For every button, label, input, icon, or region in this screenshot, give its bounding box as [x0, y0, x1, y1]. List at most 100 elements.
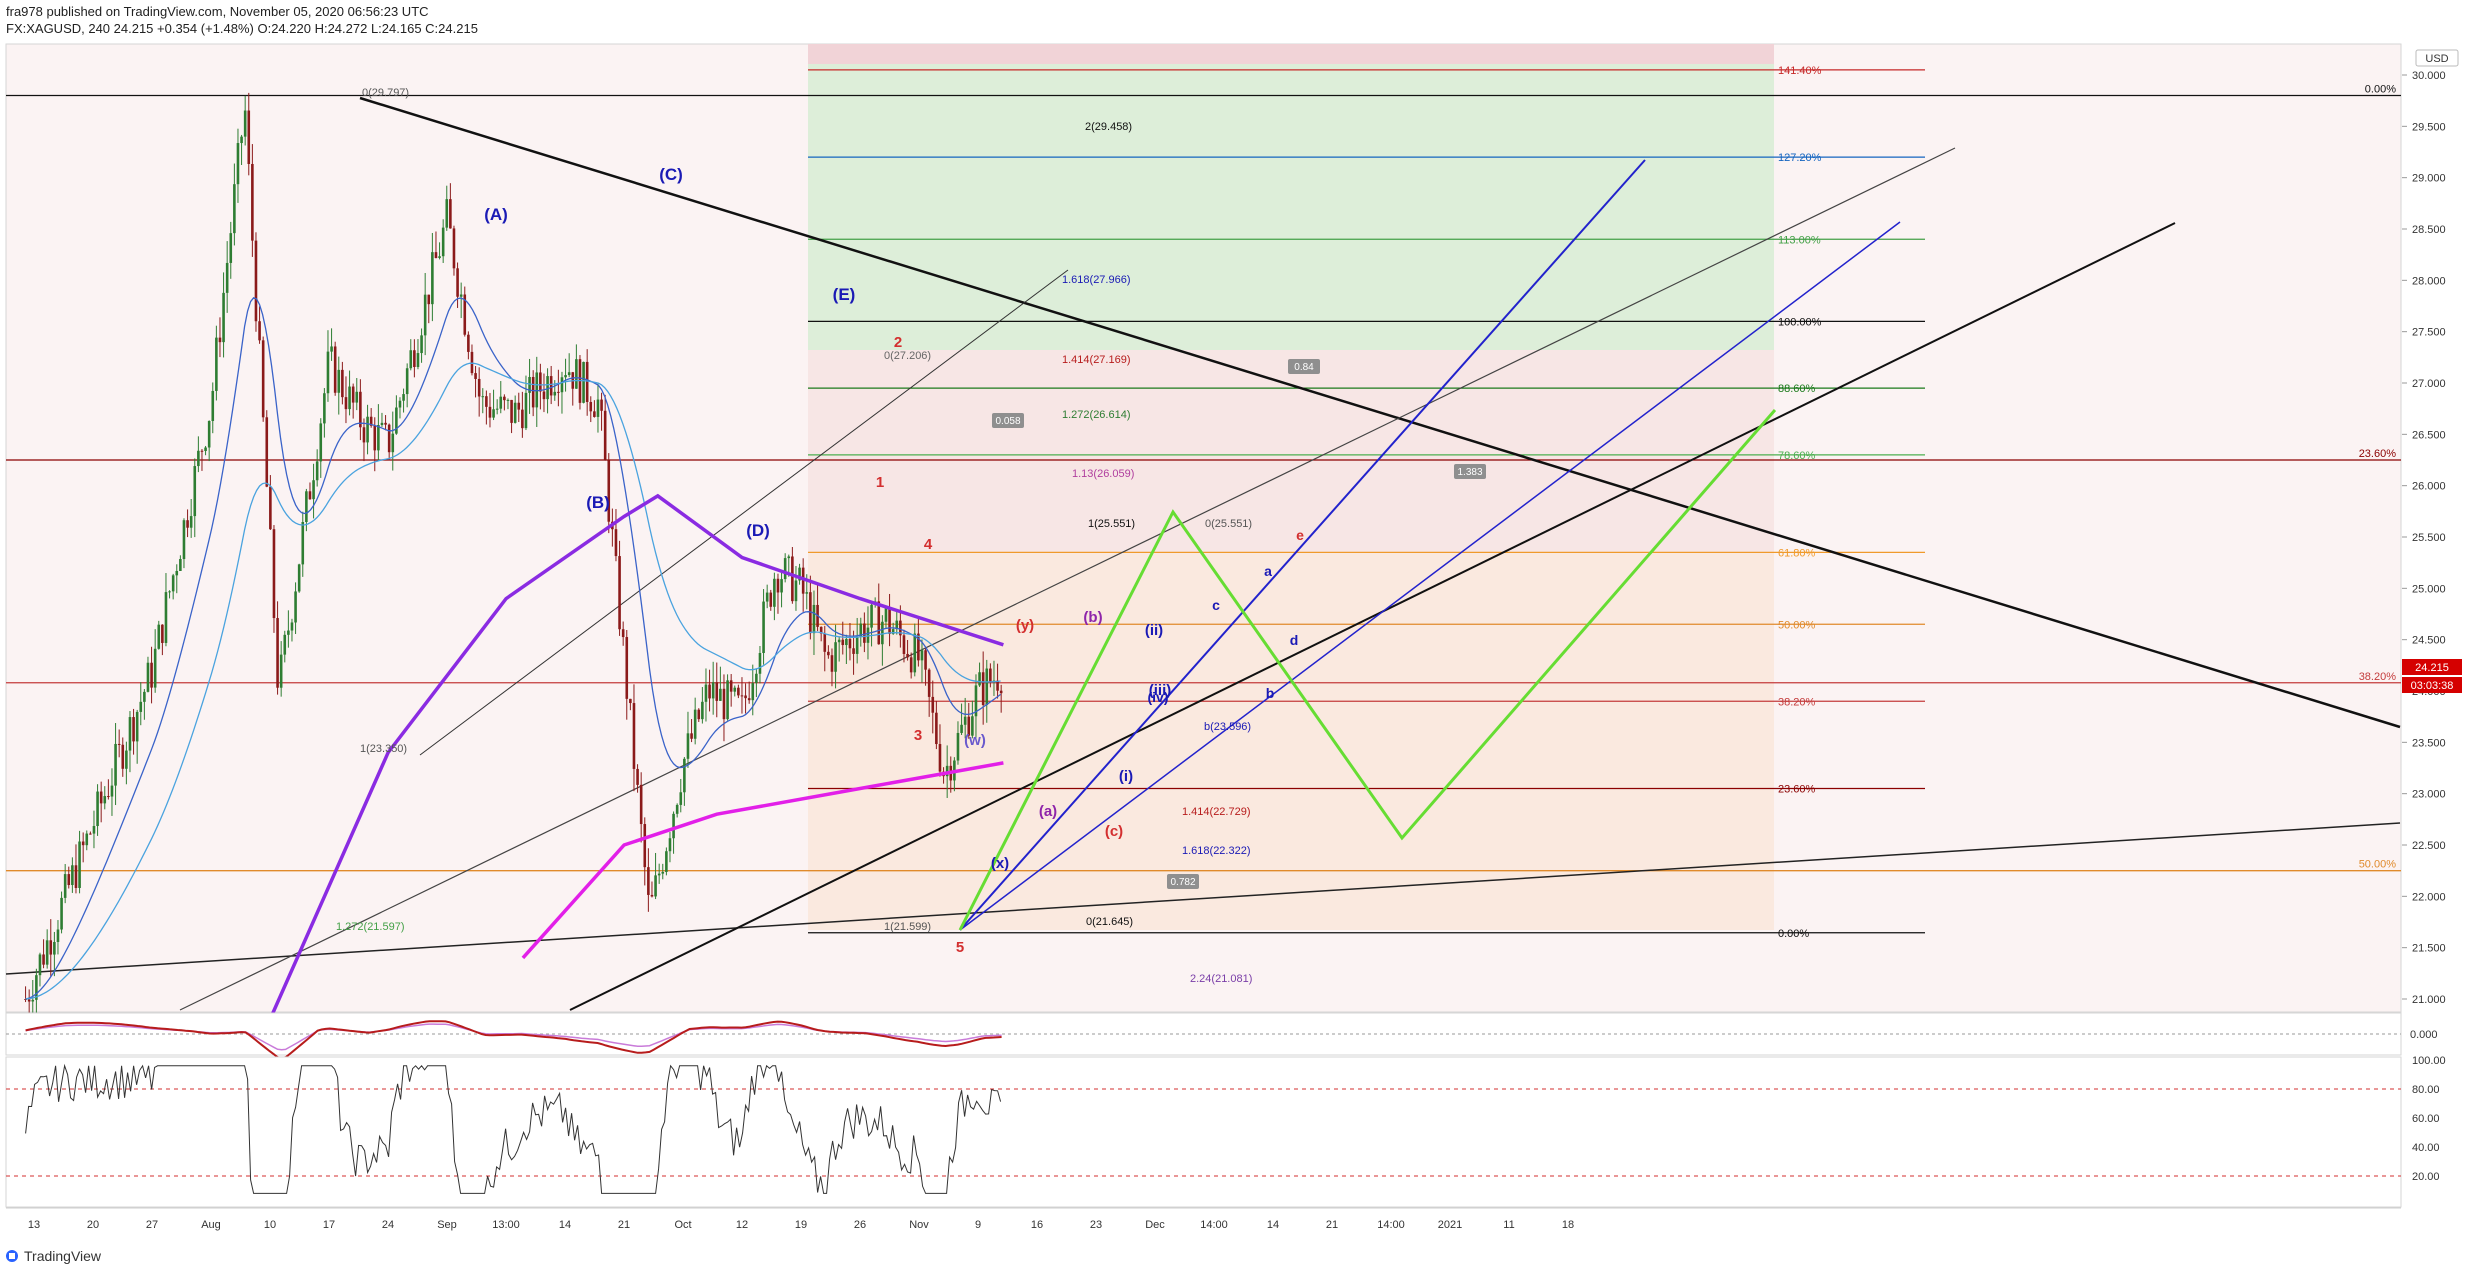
candle-body — [971, 716, 974, 736]
extension-labels: 0(29.797) 1(23.350) 2(29.458) 1.618(27.966)… — [336, 87, 1486, 985]
uptrend-line-black[interactable] — [569, 222, 2176, 1011]
extension-label: 1.272(26.614) — [1062, 409, 1131, 421]
measure-badge-label: 0.782 — [1170, 877, 1195, 888]
candle-body — [341, 369, 344, 398]
rsi-tick-label: 80.00 — [2412, 1084, 2440, 1096]
oscillator-zero-tick: 0.000 — [2410, 1029, 2438, 1041]
blue-channel-lower[interactable] — [959, 221, 1901, 931]
candle-body — [143, 691, 146, 702]
candle-body — [719, 688, 722, 701]
candle-body — [546, 376, 549, 400]
fib-level-label: 78.60% — [1778, 450, 1816, 462]
candle-body — [434, 252, 438, 258]
candle-body — [153, 648, 157, 688]
time-tick-label: 23 — [1090, 1219, 1102, 1231]
measure-badge-label: 1.383 — [1457, 467, 1482, 478]
fib-level-label: 23.60% — [2359, 448, 2397, 460]
abcd-pattern[interactable] — [958, 409, 1777, 931]
wave-label: b — [1266, 685, 1275, 701]
candle-body — [625, 637, 629, 699]
candle-body — [935, 712, 938, 745]
price-tick-label: 30.000 — [2412, 70, 2446, 82]
candle-body — [517, 402, 521, 410]
last-price-badge — [2402, 659, 2462, 675]
bar-countdown: 03:03:38 — [2411, 680, 2454, 692]
wave-label: e — [1296, 527, 1304, 543]
oscillator-pane[interactable] — [5, 1012, 2402, 1056]
candle-body — [323, 393, 326, 424]
candle-body — [812, 604, 816, 634]
candle-body — [758, 653, 762, 674]
extension-label: 0(21.645) — [1086, 916, 1133, 928]
extension-label: 1(23.350) — [360, 743, 407, 755]
candle-body — [697, 709, 701, 720]
wave-labels: (A) (B) (C) (D) (E) 1 2 3 4 5 (w) (x) (y) (a) (b) (c) (i… — [484, 165, 1304, 956]
price-tick-label: 26.000 — [2412, 481, 2446, 493]
candle-body — [744, 695, 747, 699]
candle-body — [387, 424, 391, 453]
candle-body — [348, 386, 351, 410]
fib-level-label: 23.60% — [1778, 784, 1816, 796]
extension-label: 1(21.599) — [884, 921, 931, 933]
candle-body — [521, 409, 524, 429]
extension-label: 1.414(27.169) — [1062, 354, 1131, 366]
candle-body — [866, 627, 870, 643]
blue-channel-upper[interactable] — [959, 159, 1646, 931]
price-axis[interactable] — [2402, 44, 2468, 1012]
price-tick-label: 27.000 — [2412, 378, 2446, 390]
time-axis-ticks[interactable]: 13 20 27 Aug 10 17 24 Sep 13:00 14 21 Oct 12 19 26 Nov 9… — [28, 1219, 1574, 1231]
candle-body — [715, 682, 719, 701]
candle-body — [211, 390, 215, 422]
candle-body — [179, 559, 182, 571]
price-tick-label: 21.500 — [2412, 943, 2446, 955]
candle-body — [647, 867, 650, 895]
time-tick-label: 18 — [1562, 1219, 1574, 1231]
candle-body — [877, 601, 881, 645]
candle-body — [704, 684, 708, 702]
downtrend-line[interactable] — [359, 96, 2401, 729]
moving-average-line — [521, 761, 1004, 960]
candle-body — [488, 406, 492, 418]
price-tick-label: 25.000 — [2412, 583, 2446, 595]
candle-body — [330, 346, 333, 352]
candle-body — [870, 604, 873, 628]
channel-line-thin[interactable] — [179, 147, 1956, 1011]
candle-body — [445, 199, 449, 228]
candle-body — [81, 841, 85, 846]
fib-level-label: 38.20% — [2359, 671, 2397, 683]
time-tick-label: 21 — [1326, 1219, 1338, 1231]
wedge-line[interactable] — [419, 269, 1069, 756]
candle-body — [99, 791, 103, 804]
candle-body — [197, 450, 200, 467]
rsi-tick-label: 60.00 — [2412, 1113, 2440, 1125]
projection-box-green — [808, 44, 1774, 350]
candle-body — [362, 427, 366, 443]
extension-label: 2(29.458) — [1085, 121, 1132, 133]
candle-body — [107, 796, 110, 798]
fib-level-label: 141.40% — [1778, 65, 1822, 77]
moving-average-line — [268, 493, 1004, 1021]
support-line[interactable] — [5, 822, 2401, 975]
candle-body — [632, 703, 636, 769]
rsi-tick-label: 20.00 — [2412, 1171, 2440, 1183]
wave-label: 3 — [914, 727, 922, 744]
fib-level-label: 0.00% — [1778, 928, 1809, 940]
candle-body — [603, 410, 607, 461]
candle-body — [294, 591, 297, 623]
price-levels — [6, 69, 2401, 934]
candle-body — [708, 684, 711, 699]
candle-body — [701, 701, 704, 720]
rsi-pane[interactable] — [5, 1056, 2402, 1208]
candle-body — [96, 791, 99, 827]
candle-body — [819, 626, 823, 634]
fib-level-label: 88.60% — [1778, 383, 1816, 395]
candle-body — [117, 743, 121, 745]
candle-body — [215, 337, 218, 391]
candle-body — [506, 399, 510, 401]
extension-label: 1.618(27.966) — [1062, 274, 1131, 286]
candle-body — [27, 999, 31, 1002]
fib-level-label: 0.00% — [2365, 84, 2396, 96]
candle-body — [391, 433, 395, 453]
candle-body — [528, 376, 531, 393]
